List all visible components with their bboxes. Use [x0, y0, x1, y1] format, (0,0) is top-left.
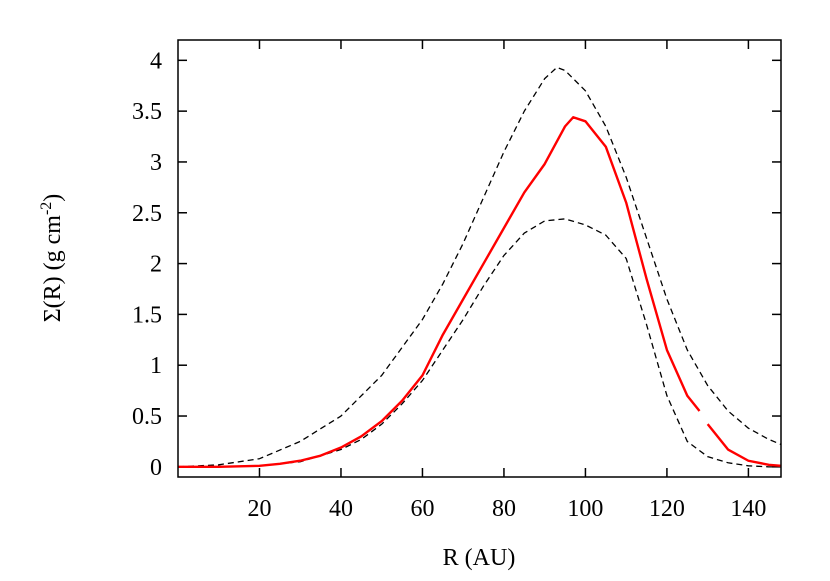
y-tick-label: 4	[150, 48, 162, 74]
x-tick-label: 20	[247, 496, 271, 522]
y-tick-label: 2.5	[132, 201, 162, 227]
x-tick-label: 80	[492, 496, 516, 522]
y-tick-label: 0	[150, 455, 162, 481]
y-tick-label: 3	[150, 150, 162, 176]
line-series	[178, 116, 782, 469]
y-axis-label: Σ(R) (g cm-2)	[38, 194, 66, 323]
plot-frame	[177, 39, 782, 478]
y-tick-label: 3.5	[132, 99, 162, 125]
x-tick-label: 60	[410, 496, 434, 522]
line-series	[177, 66, 782, 468]
y-axis-label-main: Σ(R) (g cm	[40, 215, 66, 323]
y-axis-label-end: )	[40, 194, 66, 202]
x-tick-label: 100	[567, 496, 603, 522]
line-series	[177, 218, 781, 468]
y-tick-label: 1.5	[132, 302, 162, 328]
y-tick-label: 1	[150, 353, 162, 379]
x-tick-label: 40	[329, 496, 353, 522]
x-tick-label: 140	[730, 496, 766, 522]
y-tick-label: 2	[150, 252, 162, 278]
y-axis-label-exponent: -2	[38, 202, 55, 215]
x-axis-label: R (AU)	[443, 545, 516, 571]
x-tick-label: 120	[649, 496, 685, 522]
y-tick-label: 0.5	[132, 404, 162, 430]
